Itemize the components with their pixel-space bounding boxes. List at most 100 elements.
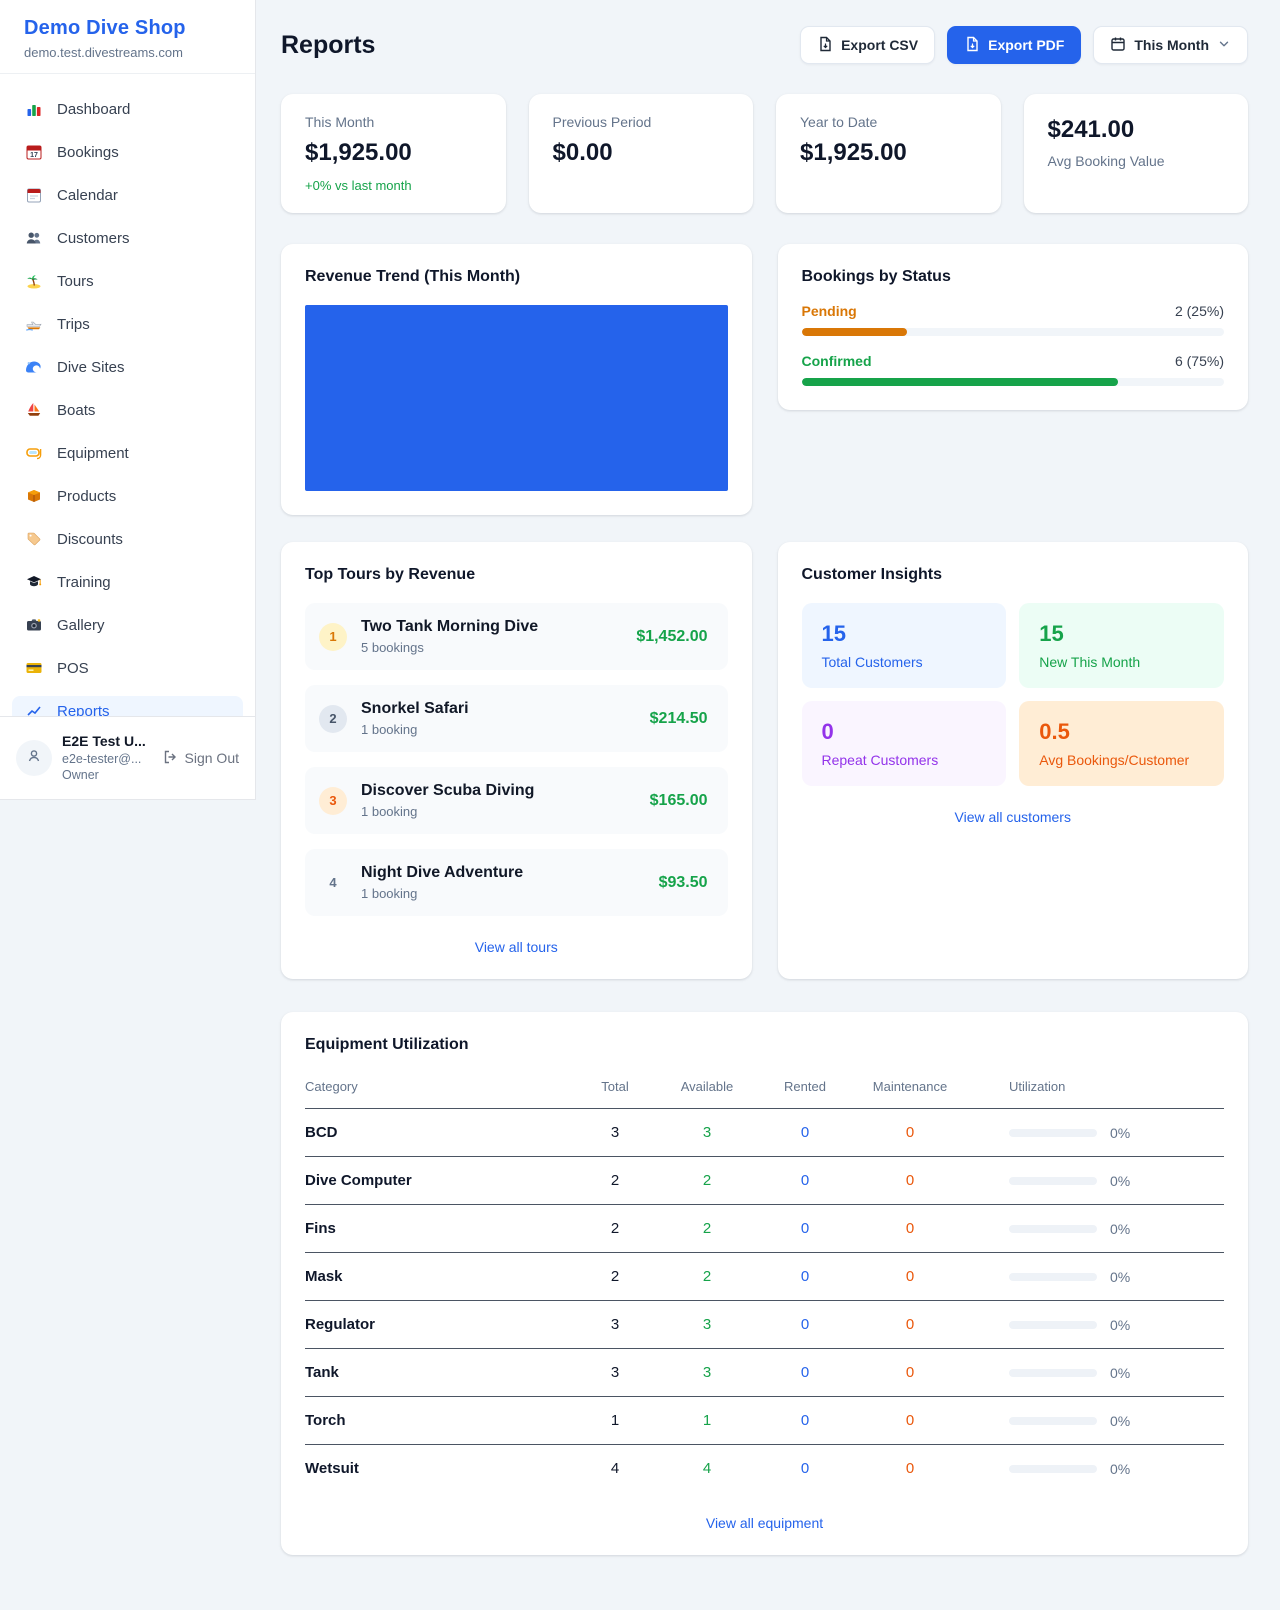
cell-maintenance: 0 (851, 1396, 969, 1445)
stat-value: $1,925.00 (800, 139, 907, 166)
tour-bookings: 1 booking (361, 886, 418, 901)
stat-label: Avg Booking Value (1047, 153, 1165, 169)
sidebar: Demo Dive Shop demo.test.divestreams.com… (0, 0, 256, 800)
sidebar-item-training[interactable]: Training (12, 567, 243, 597)
sidebar-item-boats[interactable]: Boats (12, 395, 243, 425)
cell-maintenance: 0 (851, 1108, 969, 1157)
tour-info: Discover Scuba Diving 1 booking (361, 782, 636, 819)
bookings-by-status-card: Bookings by Status Pending 2 (25%) Confi… (777, 244, 1248, 410)
cell-rented: 0 (759, 1252, 851, 1301)
status-row-pending: Pending 2 (25%) (802, 303, 1225, 319)
sidebar-nav: Dashboard 17 Bookings Calendar Customers… (0, 74, 255, 726)
cell-available: 2 (655, 1156, 759, 1205)
period-selector[interactable]: This Month (1093, 26, 1248, 64)
bookings-icon: 17 (24, 142, 44, 162)
tour-amount: $93.50 (658, 873, 708, 891)
cell-utilization: 0% (969, 1396, 1224, 1445)
utilization-percent: 0% (1110, 1316, 1131, 1333)
sidebar-item-trips[interactable]: Trips (12, 309, 243, 339)
tile-value: 15 (1039, 621, 1064, 646)
sidebar-item-pos[interactable]: POS (12, 653, 243, 683)
stat-card-this-month: This Month $1,925.00 +0% vs last month (281, 94, 506, 213)
utilization-percent: 0% (1110, 1460, 1131, 1477)
status-bar-track (801, 328, 1224, 336)
sidebar-item-label: Tours (57, 272, 94, 290)
cell-rented: 0 (759, 1396, 851, 1445)
tour-bookings: 5 bookings (361, 640, 424, 655)
dashboard-icon (24, 99, 44, 119)
export-csv-label: Export CSV (841, 37, 919, 53)
sidebar-item-label: Trips (57, 315, 90, 333)
tile-total-customers: 15 Total Customers (801, 603, 1007, 688)
status-bar-fill-confirmed (801, 378, 1119, 386)
stat-label: This Month (305, 114, 375, 130)
cell-available: 2 (655, 1252, 759, 1301)
gallery-icon (24, 615, 44, 635)
table-header-row: Category Total Available Rented Maintena… (305, 1075, 1224, 1109)
cell-total: 1 (575, 1396, 655, 1445)
sidebar-item-bookings[interactable]: 17 Bookings (12, 137, 243, 167)
tile-value: 15 (821, 621, 846, 646)
column-header-available: Available (655, 1075, 759, 1109)
sign-out-label: Sign Out (184, 750, 239, 766)
tile-label: New This Month (1039, 654, 1141, 670)
column-header-utilization: Utilization (969, 1075, 1224, 1109)
sidebar-item-dashboard[interactable]: Dashboard (12, 94, 243, 124)
cell-maintenance: 0 (851, 1348, 969, 1397)
revenue-trend-chart (305, 305, 728, 491)
stat-value: $241.00 (1047, 116, 1135, 143)
tile-value: 0.5 (1039, 719, 1070, 744)
sidebar-item-tours[interactable]: Tours (12, 266, 243, 296)
user-info: E2E Test U... e2e-tester@... Owner (62, 732, 152, 785)
export-pdf-button[interactable]: Export PDF (947, 26, 1082, 64)
tile-repeat-customers: 0 Repeat Customers (801, 701, 1007, 786)
stat-card-previous-period: Previous Period $0.00 (528, 94, 753, 213)
utilization-bar (1009, 1320, 1097, 1329)
sidebar-item-calendar[interactable]: Calendar (12, 180, 243, 210)
page-title: Reports (281, 30, 376, 59)
table-row: Tank 3 3 0 0 0% (305, 1348, 1224, 1397)
tour-bookings: 1 booking (361, 722, 418, 737)
view-all-tours-link[interactable]: View all tours (474, 939, 558, 955)
bookings-by-status-title: Bookings by Status (801, 268, 951, 285)
column-header-rented: Rented (759, 1075, 851, 1109)
cell-total: 4 (610, 1460, 620, 1477)
tour-info: Two Tank Morning Dive 5 bookings (361, 618, 622, 655)
customers-icon (24, 228, 44, 248)
calendar-icon (24, 185, 44, 205)
stat-card-avg-booking-value: $241.00 Avg Booking Value (1023, 94, 1248, 213)
tile-new-this-month: 15 New This Month (1019, 603, 1224, 688)
cell-rented: 0 (759, 1204, 851, 1253)
tile-value: 0 (821, 719, 834, 744)
table-row: Dive Computer 2 2 0 0 0% (305, 1156, 1224, 1205)
avatar (16, 740, 52, 776)
tour-row: 3 Discover Scuba Diving 1 booking $165.0… (305, 767, 728, 834)
sidebar-item-customers[interactable]: Customers (12, 223, 243, 253)
cell-available: 1 (655, 1396, 759, 1445)
utilization-percent: 0% (1110, 1124, 1131, 1141)
stat-card-year-to-date: Year to Date $1,925.00 (776, 94, 1001, 213)
tour-info: Night Dive Adventure 1 booking (361, 864, 645, 901)
sidebar-item-gallery[interactable]: Gallery (12, 610, 243, 640)
top-tours-title: Top Tours by Revenue (305, 566, 476, 583)
cell-category: Dive Computer (305, 1156, 575, 1205)
equipment-table: Category Total Available Rented Maintena… (305, 1075, 1224, 1492)
view-all-customers-link[interactable]: View all customers (954, 809, 1071, 825)
boats-icon (24, 400, 44, 420)
file-icon (817, 36, 833, 55)
export-csv-button[interactable]: Export CSV (800, 26, 936, 64)
utilization-percent: 0% (1110, 1220, 1131, 1237)
tour-amount: $214.50 (649, 709, 708, 727)
sign-out-button[interactable]: Sign Out (162, 749, 239, 768)
revenue-trend-card: Revenue Trend (This Month) (281, 244, 752, 515)
stat-label: Previous Period (552, 114, 652, 130)
rank-badge: 1 (319, 622, 347, 651)
cell-rented: 0 (759, 1156, 851, 1205)
view-all-equipment-link[interactable]: View all equipment (705, 1515, 824, 1531)
sidebar-item-products[interactable]: Products (12, 481, 243, 511)
sidebar-item-label: Training (57, 573, 111, 591)
sidebar-item-dive-sites[interactable]: Dive Sites (12, 352, 243, 382)
sidebar-item-discounts[interactable]: Discounts (12, 524, 243, 554)
cell-rented: 0 (800, 1460, 810, 1477)
sidebar-item-equipment[interactable]: Equipment (12, 438, 243, 468)
